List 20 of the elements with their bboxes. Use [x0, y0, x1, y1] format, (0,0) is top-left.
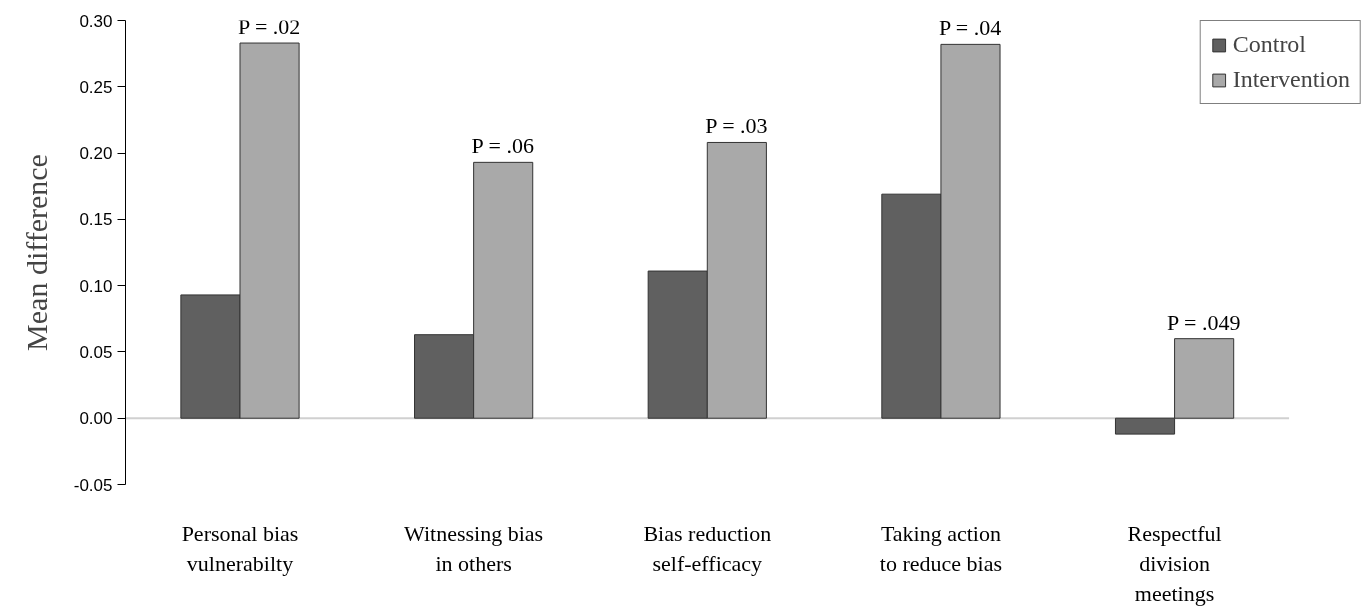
y-tick-label: 0.25 — [79, 77, 113, 97]
y-tick-label: 0.10 — [79, 276, 113, 296]
annotation: P = .04 — [938, 15, 1002, 41]
annotation: P = .03 — [705, 113, 768, 139]
x-tick-label: Bias reduction self-efficacy — [643, 520, 772, 576]
y-tick-label: 0.15 — [79, 210, 113, 230]
y-tick-label: 0.05 — [79, 342, 113, 362]
y-axis-title: Mean difference — [19, 154, 53, 351]
x-tick-label: Witnessing bias in others — [404, 520, 544, 576]
legend-label: Control — [1232, 31, 1307, 58]
annotation: P = .06 — [471, 133, 534, 159]
x-tick-label: Respectful division meetings — [1127, 520, 1222, 606]
y-tick-label: 0.00 — [79, 409, 113, 429]
legend-label: Intervention — [1232, 66, 1350, 93]
y-tick-label: -0.05 — [73, 475, 113, 495]
y-tick-label: 0.30 — [79, 11, 113, 31]
x-tick-label: Taking action to reduce bias — [879, 520, 1003, 576]
annotation: P = .049 — [1167, 309, 1241, 335]
x-tick-label: Personal bias vulnerabilty — [181, 520, 299, 576]
y-tick-label: 0.20 — [79, 144, 113, 164]
